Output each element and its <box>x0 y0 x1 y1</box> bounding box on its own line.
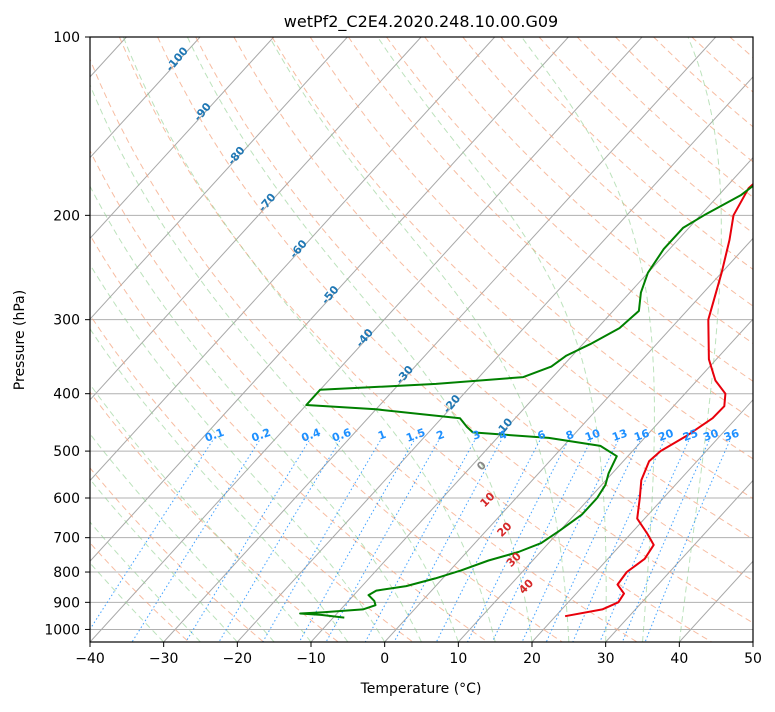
y-tick-label: 800 <box>53 565 80 581</box>
y-tick-label: 100 <box>53 30 80 46</box>
y-tick-label: 300 <box>53 313 80 329</box>
y-tick-label: 400 <box>53 387 80 403</box>
x-tick-label: 50 <box>744 651 762 667</box>
chart-title: wetPf2_C2E4.2020.248.10.00.G09 <box>284 12 558 32</box>
x-tick-label: −10 <box>296 651 326 667</box>
x-tick-label: 0 <box>380 651 389 667</box>
x-tick-label: −40 <box>75 651 105 667</box>
x-tick-label: −30 <box>149 651 179 667</box>
y-tick-label: 700 <box>53 531 80 547</box>
x-tick-label: 40 <box>670 651 688 667</box>
x-tick-label: 30 <box>597 651 615 667</box>
y-tick-label: 500 <box>53 444 80 460</box>
x-axis-label: Temperature (°C) <box>360 681 482 697</box>
y-tick-label: 600 <box>53 491 80 507</box>
x-tick-label: −20 <box>223 651 253 667</box>
y-axis-label: Pressure (hPa) <box>12 290 28 390</box>
x-tick-label: 10 <box>449 651 467 667</box>
y-tick-label: 200 <box>53 208 80 224</box>
y-tick-label: 1000 <box>44 622 80 638</box>
y-tick-label: 900 <box>53 595 80 611</box>
x-tick-label: 20 <box>523 651 541 667</box>
